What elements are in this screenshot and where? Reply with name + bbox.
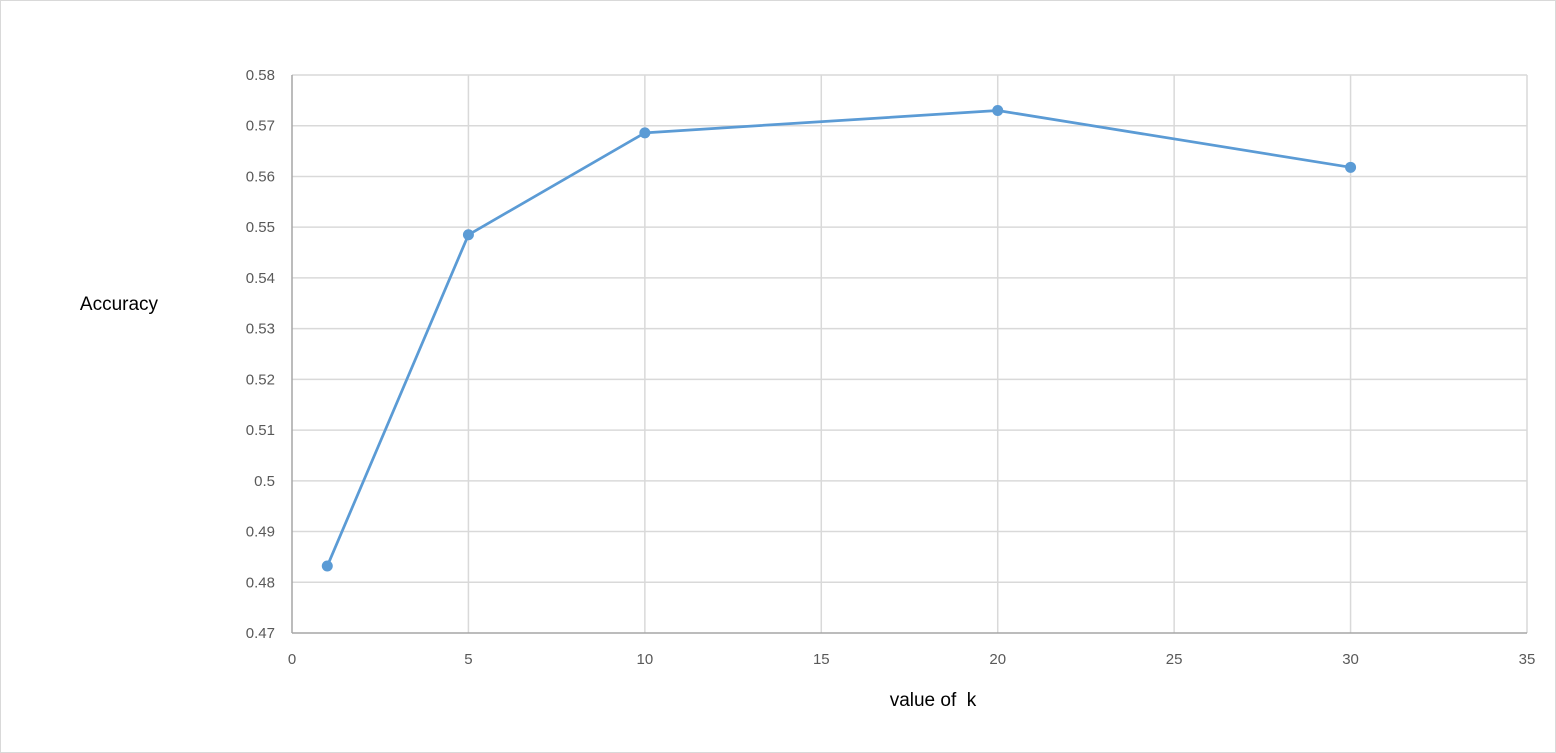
- y-tick-label: 0.57: [246, 118, 275, 135]
- x-tick-label: 30: [1342, 651, 1359, 668]
- y-tick-label: 0.52: [246, 371, 275, 388]
- y-tick-label: 0.51: [246, 422, 275, 439]
- tick-labels: 0 5 10 15 20 25 30 35 0.47 0.48 0.49 0.5 0.51 0.52 0.5…: [246, 67, 1536, 668]
- data-point: [639, 127, 651, 139]
- data-point: [462, 229, 474, 241]
- x-tick-label: 15: [813, 651, 830, 668]
- x-tick-label: 5: [464, 651, 472, 668]
- y-axis-title: Accuracy: [80, 294, 159, 315]
- axes: [291, 75, 1527, 634]
- data-point: [992, 105, 1004, 117]
- data-point: [321, 560, 333, 572]
- y-tick-label: 0.49: [246, 524, 275, 541]
- data-point: [1345, 161, 1357, 173]
- y-tick-label: 0.5: [254, 473, 275, 490]
- x-tick-label: 35: [1519, 651, 1536, 668]
- y-tick-label: 0.58: [246, 67, 275, 84]
- y-tick-label: 0.53: [246, 321, 275, 338]
- series-line: [326, 109, 1351, 567]
- y-tick-label: 0.56: [246, 168, 275, 185]
- y-tick-label: 0.48: [246, 574, 275, 591]
- x-tick-label: 0: [288, 651, 296, 668]
- x-axis-title: value of k: [890, 690, 977, 711]
- data-series: [321, 105, 1357, 572]
- x-tick-label: 20: [989, 651, 1006, 668]
- y-tick-label: 0.54: [246, 270, 275, 287]
- x-tick-label: 10: [637, 651, 654, 668]
- y-tick-label: 0.47: [246, 625, 275, 642]
- x-tick-label: 25: [1166, 651, 1183, 668]
- gridlines: [292, 74, 1528, 633]
- y-tick-label: 0.55: [246, 219, 275, 236]
